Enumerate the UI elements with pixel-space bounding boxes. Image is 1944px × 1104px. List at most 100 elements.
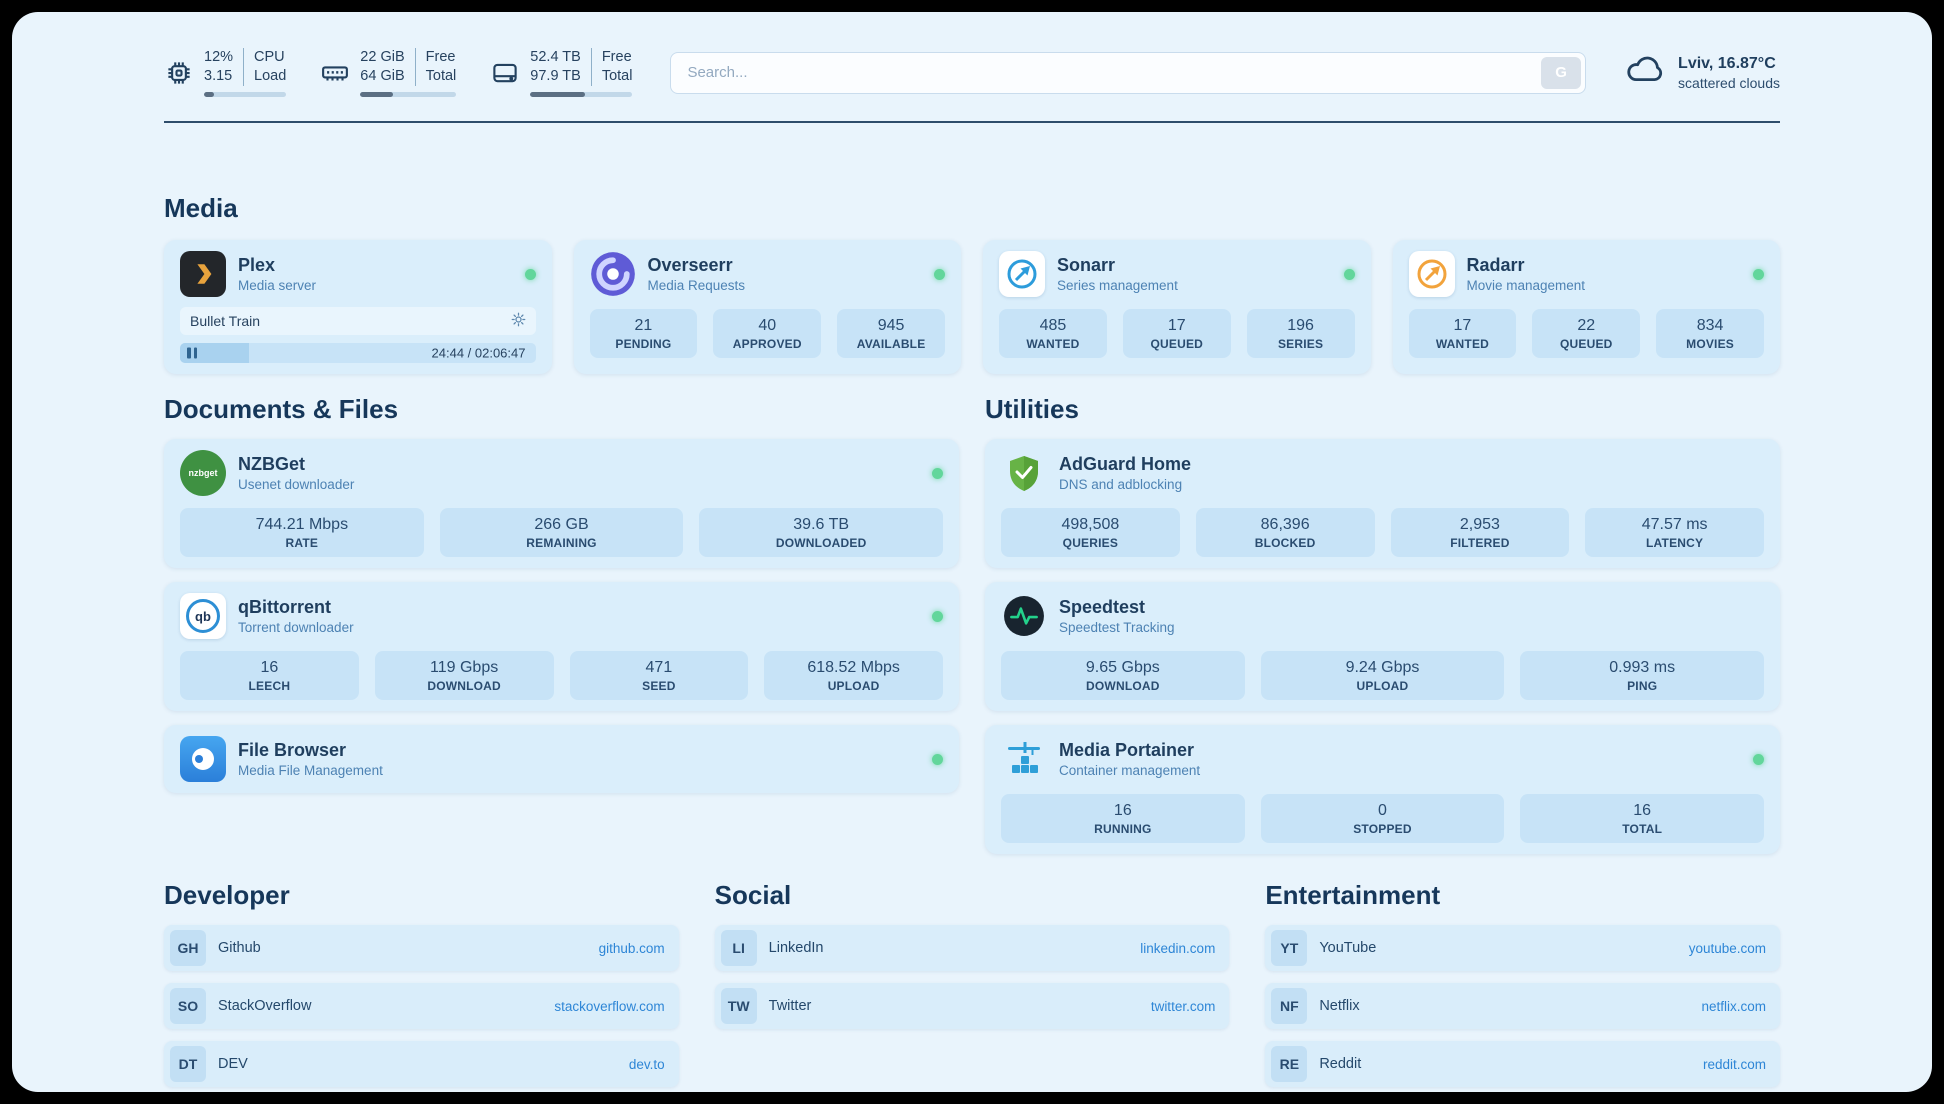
- stat-label: STOPPED: [1353, 822, 1412, 836]
- cloud-icon: [1624, 49, 1666, 96]
- app-subtitle: Movie management: [1466, 278, 1586, 293]
- stat-value: 498,508: [1061, 516, 1120, 533]
- cpu-widget: 12% CPU 3.15 Load: [164, 48, 287, 97]
- stat-box: 47.57 ms LATENCY: [1585, 508, 1764, 557]
- link-reddit[interactable]: RE Reddit reddit.com: [1265, 1041, 1780, 1087]
- stat-label: FILTERED: [1450, 536, 1510, 550]
- pause-icon[interactable]: [187, 347, 197, 359]
- link-url[interactable]: stackoverflow.com: [554, 998, 665, 1014]
- stat-box: 0 STOPPED: [1260, 794, 1505, 843]
- system-widgets: 12% CPU 3.15 Load: [164, 48, 633, 97]
- filebrowser-card[interactable]: File Browser Media File Management: [164, 725, 959, 793]
- dev-badge: DT: [170, 1046, 206, 1082]
- disk-free-label: Free: [590, 48, 633, 67]
- playback-time: 24:44 / 02:06:47: [431, 345, 526, 361]
- link-url[interactable]: github.com: [598, 940, 665, 956]
- link-dev[interactable]: DT DEV dev.to: [164, 1041, 679, 1087]
- disk-total-label: Total: [590, 67, 632, 86]
- search-engine-button[interactable]: G: [1541, 56, 1582, 89]
- stat-box: 2,953 FILTERED: [1390, 508, 1570, 557]
- status-dot: [1753, 753, 1764, 765]
- link-github[interactable]: GH Github github.com: [164, 925, 679, 971]
- link-name: YouTube: [1319, 940, 1377, 956]
- app-subtitle: Torrent downloader: [238, 620, 354, 635]
- cpu-progress-fill: [204, 92, 214, 97]
- stat-box: 21 PENDING: [589, 309, 698, 358]
- app-name: Sonarr: [1057, 255, 1116, 275]
- disk-free-value: 52.4 TB: [530, 49, 581, 65]
- overseerr-card[interactable]: Overseerr Media Requests 21 PENDING 40 A…: [573, 240, 961, 374]
- radarr-card[interactable]: Radarr Movie management 17 WANTED 22 QUE…: [1392, 240, 1780, 374]
- app-subtitle: Speedtest Tracking: [1059, 620, 1175, 635]
- section-entertainment: Entertainment YT YouTube youtube.com NF …: [1265, 880, 1780, 1087]
- playback-progress-bar[interactable]: 24:44 / 02:06:47: [180, 343, 536, 363]
- section-documents: Documents & Files nzbget NZBGet Usenet d…: [164, 394, 959, 854]
- speedtest-card[interactable]: Speedtest Speedtest Tracking 9.65 Gbps D…: [985, 582, 1780, 711]
- link-name: LinkedIn: [768, 940, 824, 956]
- netflix-badge: NF: [1271, 988, 1308, 1024]
- stat-box: 119 Gbps DOWNLOAD: [374, 651, 554, 700]
- qb-icon-text: qb: [186, 599, 220, 633]
- stat-value: 196: [1287, 317, 1314, 334]
- status-dot: [932, 467, 943, 479]
- stat-box: 9.24 Gbps UPLOAD: [1260, 651, 1505, 700]
- portainer-card[interactable]: Media Portainer Container management 16 …: [985, 725, 1780, 854]
- cpu-load-label: Load: [243, 67, 286, 86]
- stat-value: 16: [1113, 802, 1132, 819]
- stat-value: 618.52 Mbps: [807, 659, 900, 676]
- weather-location: Lviv, 16.87°C: [1678, 54, 1776, 72]
- stat-box: 744.21 Mbps RATE: [180, 508, 424, 557]
- search-input[interactable]: [670, 51, 1587, 94]
- ram-free-value: 22 GiB: [360, 49, 405, 65]
- app-name: Speedtest: [1059, 597, 1146, 617]
- link-netflix[interactable]: NF Netflix netflix.com: [1265, 983, 1780, 1029]
- link-url[interactable]: dev.to: [628, 1056, 665, 1072]
- qbittorrent-card[interactable]: qb qBittorrent Torrent downloader 16: [164, 582, 959, 711]
- radarr-icon: [1408, 251, 1455, 297]
- stat-value: 22: [1577, 317, 1596, 334]
- stat-box: 0.993 ms PING: [1520, 651, 1764, 700]
- link-url[interactable]: netflix.com: [1701, 998, 1766, 1014]
- app-name: File Browser: [238, 740, 347, 760]
- stat-label: QUEUED: [1150, 337, 1204, 351]
- plex-icon: [180, 251, 226, 297]
- link-url[interactable]: linkedin.com: [1140, 940, 1216, 956]
- app-name: Radarr: [1466, 255, 1525, 275]
- plex-card[interactable]: Plex Media server Bullet Train: [164, 240, 552, 374]
- link-stackoverflow[interactable]: SO StackOverflow stackoverflow.com: [164, 983, 679, 1029]
- gear-icon[interactable]: [511, 312, 526, 330]
- link-youtube[interactable]: YT YouTube youtube.com: [1265, 925, 1780, 971]
- link-name: Github: [218, 940, 261, 956]
- stat-label: AVAILABLE: [856, 337, 926, 351]
- disk-widget: 52.4 TB Free 97.9 TB Total: [490, 48, 633, 97]
- sonarr-card[interactable]: Sonarr Series management 485 WANTED 17 Q…: [983, 240, 1371, 374]
- filebrowser-icon: [180, 736, 226, 782]
- section-title-entertainment: Entertainment: [1265, 880, 1441, 910]
- sonarr-icon: [999, 251, 1045, 297]
- linkedin-badge: LI: [720, 930, 757, 966]
- stat-label: DOWNLOADED: [775, 536, 867, 550]
- stat-value: 17: [1453, 317, 1472, 334]
- stat-box: 266 GB REMAINING: [439, 508, 684, 557]
- stat-value: 485: [1039, 317, 1067, 334]
- stat-value: 471: [645, 659, 673, 676]
- github-badge: GH: [170, 930, 206, 966]
- link-url[interactable]: youtube.com: [1688, 940, 1766, 956]
- link-url[interactable]: reddit.com: [1702, 1056, 1766, 1072]
- ram-total-value: 64 GiB: [360, 68, 405, 84]
- now-playing-title: Bullet Train: [190, 313, 261, 329]
- app-subtitle: DNS and adblocking: [1059, 477, 1183, 492]
- adguard-card[interactable]: AdGuard Home DNS and adblocking 498,508 …: [985, 439, 1780, 568]
- stat-value: 47.57 ms: [1641, 516, 1708, 533]
- stat-label: MOVIES: [1686, 337, 1735, 351]
- stat-label: DOWNLOAD: [427, 679, 501, 693]
- link-linkedin[interactable]: LI LinkedIn linkedin.com: [714, 925, 1230, 971]
- stat-box: 471 SEED: [569, 651, 749, 700]
- playback-progress-fill: [180, 343, 250, 363]
- stat-value: 17: [1167, 317, 1186, 334]
- app-subtitle: Series management: [1057, 278, 1178, 293]
- nzbget-card[interactable]: nzbget NZBGet Usenet downloader 744.21 M…: [164, 439, 959, 568]
- app-name: AdGuard Home: [1059, 454, 1192, 474]
- link-url[interactable]: twitter.com: [1150, 998, 1216, 1014]
- link-twitter[interactable]: TW Twitter twitter.com: [714, 983, 1230, 1029]
